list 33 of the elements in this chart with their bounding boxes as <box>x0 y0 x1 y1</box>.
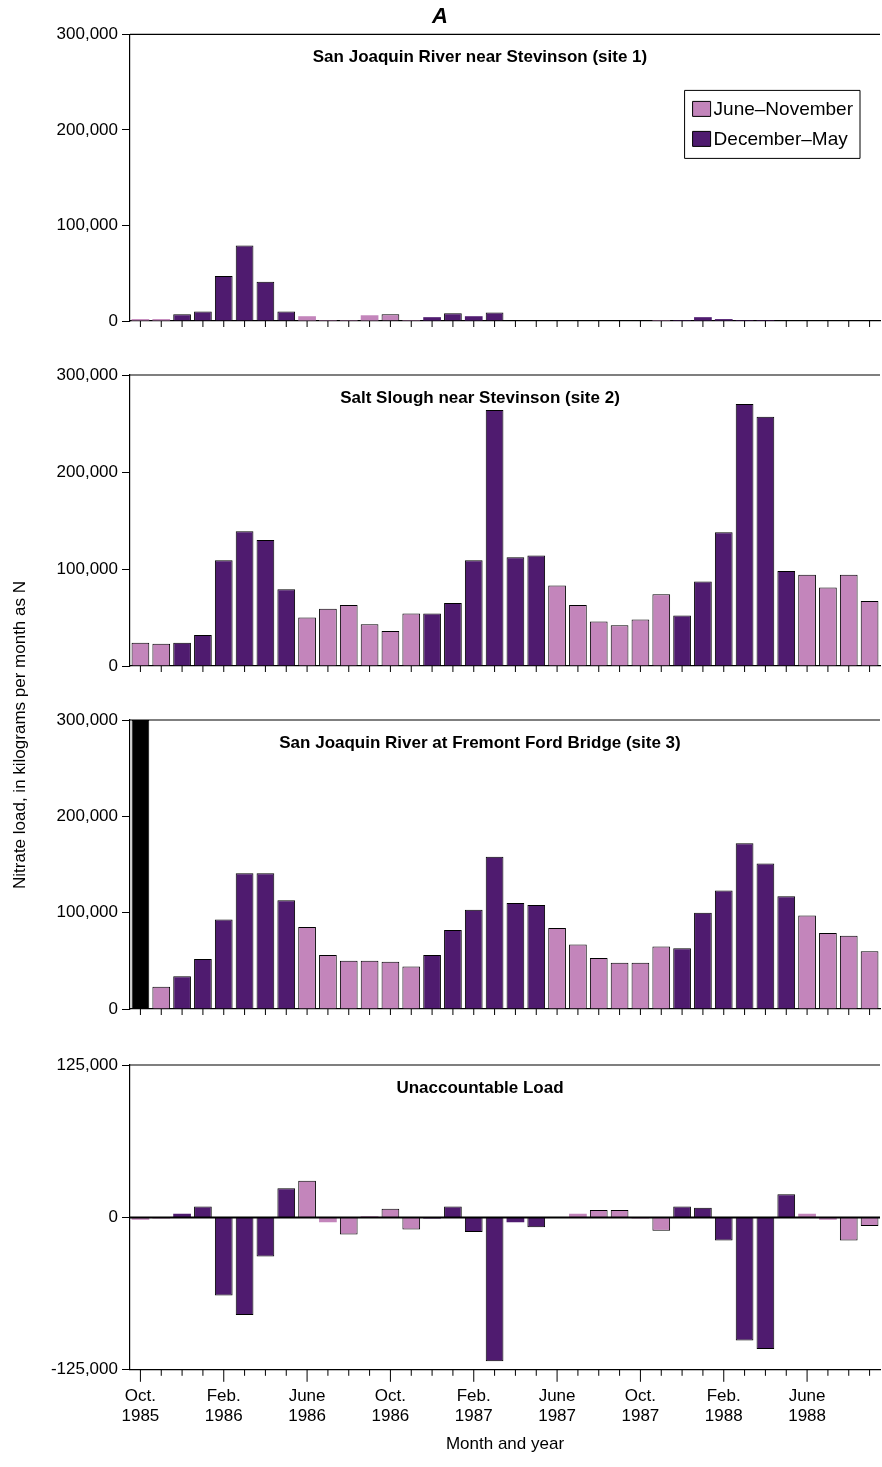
text: Unaccountable Load <box>396 1077 564 1097</box>
y-tick-label: 300,000 <box>56 24 118 44</box>
y-tick-label: 300,000 <box>56 709 118 729</box>
x-tick-label: June 1988 <box>788 1385 826 1426</box>
y-tick-label: 100,000 <box>56 558 118 578</box>
y-tick-label: 0 <box>108 655 118 675</box>
text: San Joaquin River near Stevinson (site 1) <box>312 47 648 67</box>
x-tick-label: Oct. 1986 <box>371 1385 410 1426</box>
chart-title: A <box>431 3 448 29</box>
y-tick-label: 125,000 <box>56 1054 118 1074</box>
legend-label: June–November <box>713 97 854 119</box>
x-tick-label: Oct. 1985 <box>121 1385 160 1426</box>
legend-label: December–May <box>713 127 849 149</box>
y-axis-title: Nitrate load, in kilograms per month as N <box>10 580 30 890</box>
y-tick-label: 200,000 <box>56 461 118 481</box>
x-tick-label: June 1987 <box>538 1385 576 1426</box>
x-axis-title: Month and year <box>445 1434 565 1454</box>
y-tick-label: 300,000 <box>56 364 118 384</box>
y-tick-label: 200,000 <box>56 119 118 139</box>
x-tick-label: Feb. 1987 <box>454 1385 493 1426</box>
x-tick-label: Feb. 1988 <box>704 1385 743 1426</box>
y-tick-label: 0 <box>108 310 118 330</box>
y-tick-label: 0 <box>108 998 118 1018</box>
text: Salt Slough near Stevinson (site 2) <box>340 387 620 407</box>
x-tick-label: June 1986 <box>288 1385 326 1426</box>
y-tick-label: 200,000 <box>56 806 118 826</box>
x-tick-label: Oct. 1987 <box>621 1385 660 1426</box>
y-tick-label: -125,000 <box>50 1359 118 1379</box>
y-tick-label: 100,000 <box>56 902 118 922</box>
y-tick-label: 100,000 <box>56 215 118 235</box>
y-tick-label: 0 <box>108 1207 118 1227</box>
text: San Joaquin River at Fremont Ford Bridge (site 3) <box>279 732 681 752</box>
x-tick-label: Feb. 1986 <box>204 1385 243 1426</box>
